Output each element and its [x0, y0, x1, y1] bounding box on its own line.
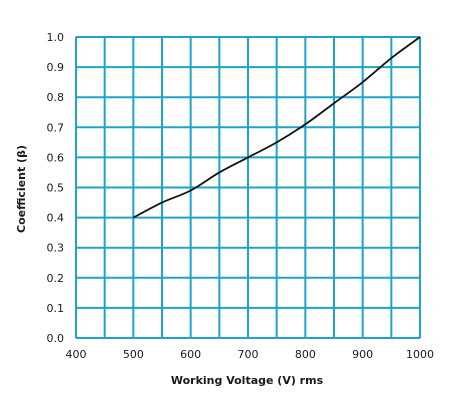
- x-tick-labels: 400 500 600 700 800 900 1000: [66, 348, 435, 361]
- y-tick-label: 0.5: [47, 182, 65, 195]
- x-tick-label: 600: [180, 348, 201, 361]
- x-axis-label: Working Voltage (V) rms: [171, 374, 324, 387]
- x-tick-label: 700: [238, 348, 259, 361]
- x-tick-label: 800: [295, 348, 316, 361]
- x-tick-label: 400: [66, 348, 87, 361]
- y-tick-label: 0.3: [47, 242, 65, 255]
- y-tick-label: 0.1: [47, 302, 65, 315]
- y-tick-label: 0.8: [47, 91, 65, 104]
- y-tick-label: 1.0: [47, 31, 65, 44]
- y-axis-label: Coefficient (β): [15, 145, 28, 233]
- chart-grid: [75, 36, 421, 339]
- x-tick-label: 900: [352, 348, 373, 361]
- y-tick-labels: 0.0 0.1 0.2 0.3 0.4 0.5 0.6 0.7 0.8 0.9 1.0: [47, 31, 65, 345]
- series-line-0: [132, 36, 421, 219]
- y-tick-label: 0.4: [47, 212, 65, 225]
- y-tick-label: 0.2: [47, 272, 65, 285]
- y-tick-label: 0.6: [47, 151, 65, 164]
- chart-series: [132, 36, 421, 219]
- y-tick-label: 0.0: [47, 332, 65, 345]
- x-tick-label: 500: [123, 348, 144, 361]
- x-tick-label: 1000: [406, 348, 434, 361]
- y-tick-label: 0.9: [47, 61, 65, 74]
- y-tick-label: 0.7: [47, 121, 65, 134]
